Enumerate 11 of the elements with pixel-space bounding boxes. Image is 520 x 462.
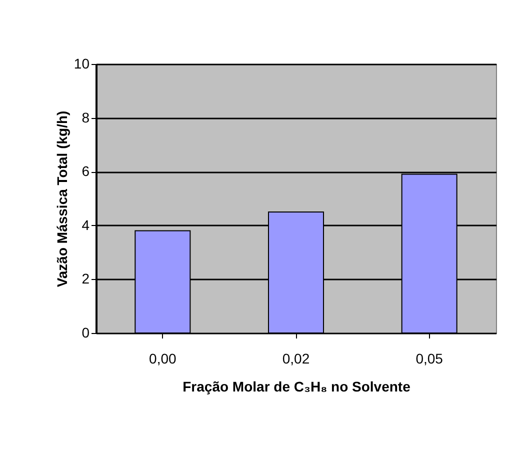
x-tick-label: 0,00 <box>149 350 177 366</box>
y-tick-label: 6 <box>82 163 90 180</box>
y-tick-label: 4 <box>82 216 90 233</box>
y-tick-label: 8 <box>82 109 90 126</box>
x-tick-label: 0,02 <box>282 350 310 366</box>
x-axis-title: Fração Molar de C₃H₈ no Solvente <box>182 378 411 394</box>
y-tick-label: 0 <box>82 324 90 340</box>
x-tick-label: 0,05 <box>416 350 444 366</box>
y-tick-label: 10 <box>74 56 90 72</box>
y-axis-title: Vazão Mássica Total (kg/h) <box>54 110 70 288</box>
y-tick-label: 2 <box>82 270 90 287</box>
